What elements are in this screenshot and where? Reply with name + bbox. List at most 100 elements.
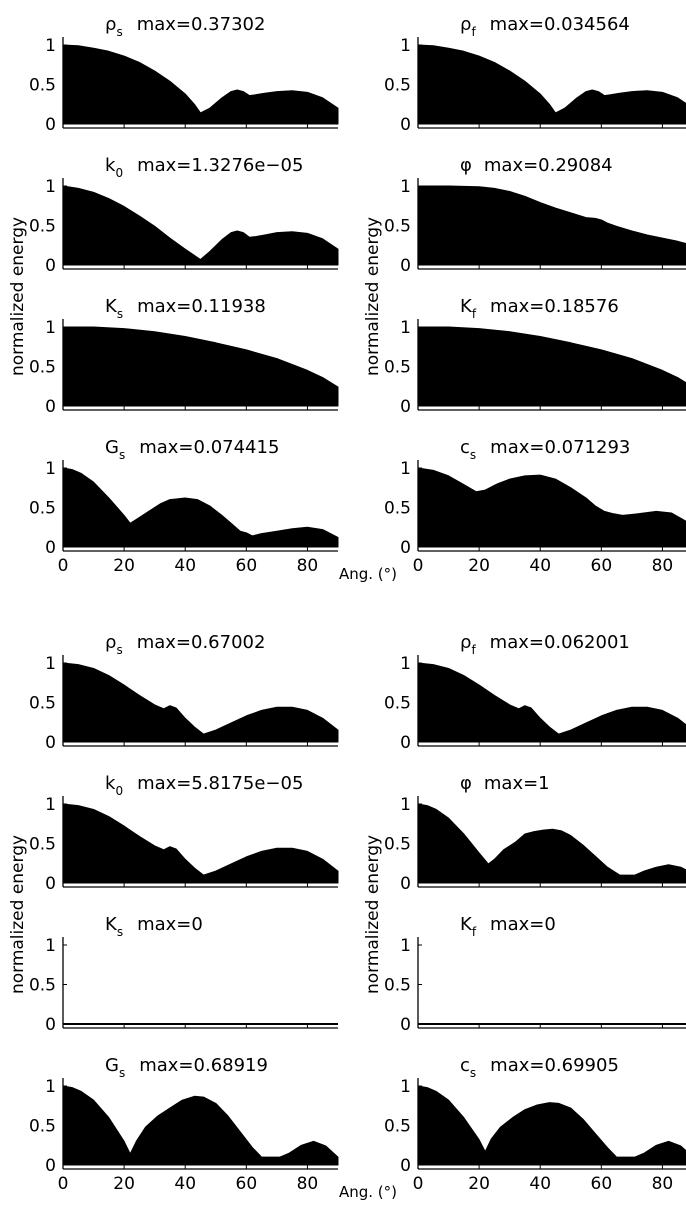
y-tick-label: 0	[400, 397, 411, 417]
panel-1-2: 0 0.5 1 ρf max=0.034564	[384, 14, 686, 135]
x-tick-label: 20	[468, 1174, 490, 1194]
panel-title-subscript: s	[119, 1066, 125, 1080]
panel-title-subscript: s	[116, 643, 122, 657]
y-tick-label: 1	[400, 36, 411, 56]
x-tick-label: 20	[113, 556, 135, 576]
x-tick-label: 80	[297, 1174, 319, 1194]
x-tick-label: 40	[529, 1174, 551, 1194]
panel-title-max: max=0.071293	[490, 437, 630, 458]
x-tick-label: 40	[529, 556, 551, 576]
panel-title-max: max=0.68919	[139, 1055, 268, 1076]
panel-title-subscript: 0	[115, 784, 123, 798]
panel-title-symbol: K	[105, 914, 118, 935]
y-tick-label: 0.5	[384, 694, 411, 714]
y-tick-label: 0	[45, 733, 56, 753]
panel-title: ρf max=0.062001	[460, 632, 630, 657]
x-tick-label: 60	[591, 556, 613, 576]
panel-title-max: max=0	[490, 914, 556, 935]
y-tick-label: 0	[45, 1156, 56, 1176]
panel-title-max: max=0	[137, 914, 203, 935]
panel-1-1: 0 0.5 1 ρs max=0.37302	[29, 14, 339, 135]
y-tick-label: 0	[400, 1156, 411, 1176]
panel-2-5: 0 0.5 1 Ks max=0	[29, 914, 338, 1035]
y-tick-label: 1	[400, 795, 411, 815]
area-series	[417, 662, 686, 743]
panel-title-max: max=0.034564	[490, 14, 630, 35]
y-tick-label: 0	[400, 538, 411, 558]
panel-title-symbol: c	[460, 437, 470, 458]
y-tick-label: 0.5	[384, 358, 411, 378]
x-tick-label: 60	[236, 556, 258, 576]
panel-title: Ks max=0.11938	[105, 296, 266, 321]
y-tick-label: 1	[45, 795, 56, 815]
x-tick-label: 40	[174, 556, 196, 576]
area-series	[62, 803, 339, 884]
panel-title: Kf max=0.18576	[460, 296, 619, 321]
y-tick-label: 0.5	[29, 835, 56, 855]
panel-title-symbol: φ	[460, 155, 472, 176]
panel-title: k0 max=5.8175e−05	[105, 773, 303, 798]
x-axis-label: Ang. (°)	[339, 565, 397, 583]
panel-title-max: max=1.3276e−05	[137, 155, 303, 176]
panel-title-max: max=5.8175e−05	[137, 773, 303, 794]
x-tick-label: 80	[652, 556, 674, 576]
panel-title: Ks max=0	[105, 914, 203, 939]
y-tick-label: 1	[45, 1077, 56, 1097]
panel-title-symbol: G	[105, 437, 119, 458]
y-tick-label: 0.5	[384, 1117, 411, 1137]
panel-title-symbol: ρ	[460, 14, 471, 35]
y-tick-label: 1	[400, 318, 411, 338]
y-axis-label: normalized energy	[363, 217, 383, 376]
y-tick-label: 1	[45, 318, 56, 338]
area-series	[417, 185, 686, 266]
x-axis-label: Ang. (°)	[339, 1183, 397, 1201]
panel-title-symbol: φ	[460, 773, 472, 794]
y-tick-label: 1	[45, 654, 56, 674]
panel-title-max: max=0.29084	[484, 155, 613, 176]
y-tick-label: 1	[400, 177, 411, 197]
y-tick-label: 0	[45, 256, 56, 276]
y-tick-label: 0	[45, 538, 56, 558]
area-series	[62, 44, 339, 125]
panel-title-subscript: s	[116, 25, 122, 39]
x-tick-label: 0	[413, 1174, 424, 1194]
panel-title-subscript: s	[470, 1066, 476, 1080]
panel-title: ρf max=0.034564	[460, 14, 630, 39]
y-tick-label: 0.5	[384, 76, 411, 96]
x-tick-label: 0	[413, 556, 424, 576]
y-axis-label: normalized energy	[363, 835, 383, 994]
panel-title-symbol: K	[105, 296, 118, 317]
panel-title-max: max=0.074415	[139, 437, 279, 458]
y-tick-label: 0.5	[29, 694, 56, 714]
y-tick-label: 0	[400, 1015, 411, 1035]
panel-1-6: 0 0.5 1 Kf max=0.18576	[384, 296, 686, 417]
panel-title: k0 max=1.3276e−05	[105, 155, 303, 180]
y-tick-label: 0	[400, 256, 411, 276]
panel-title-max: max=0.67002	[137, 632, 266, 653]
panel-1-7: 0 0.5 1 Gs max=0.074415 0 20 40 60 80	[29, 437, 339, 576]
x-tick-label: 40	[174, 1174, 196, 1194]
panel-title-subscript: s	[117, 307, 123, 321]
y-tick-label: 1	[400, 654, 411, 674]
y-axis-label: normalized energy	[8, 217, 28, 376]
panel-2-8: 0 0.5 1 cs max=0.69905 0 20 40 60 80	[384, 1055, 686, 1194]
area-series	[417, 803, 686, 884]
area-series	[417, 467, 686, 548]
panel-title-symbol: k	[105, 155, 116, 176]
panel-1-5: 0 0.5 1 Ks max=0.11938	[29, 296, 339, 417]
panel-2-7: 0 0.5 1 Gs max=0.68919 0 20 40 60 80	[29, 1055, 339, 1194]
area-series	[417, 326, 686, 407]
y-tick-label: 0.5	[29, 217, 56, 237]
area-series	[417, 1085, 686, 1166]
panel-title-symbol: K	[460, 914, 473, 935]
y-tick-label: 1	[45, 36, 56, 56]
y-tick-label: 0.5	[384, 217, 411, 237]
y-tick-label: 1	[400, 1077, 411, 1097]
panel-title: ρs max=0.67002	[105, 632, 265, 657]
panel-title-symbol: K	[460, 296, 473, 317]
area-series	[62, 326, 339, 407]
x-tick-label: 80	[297, 556, 319, 576]
panel-title: ρs max=0.37302	[105, 14, 265, 39]
